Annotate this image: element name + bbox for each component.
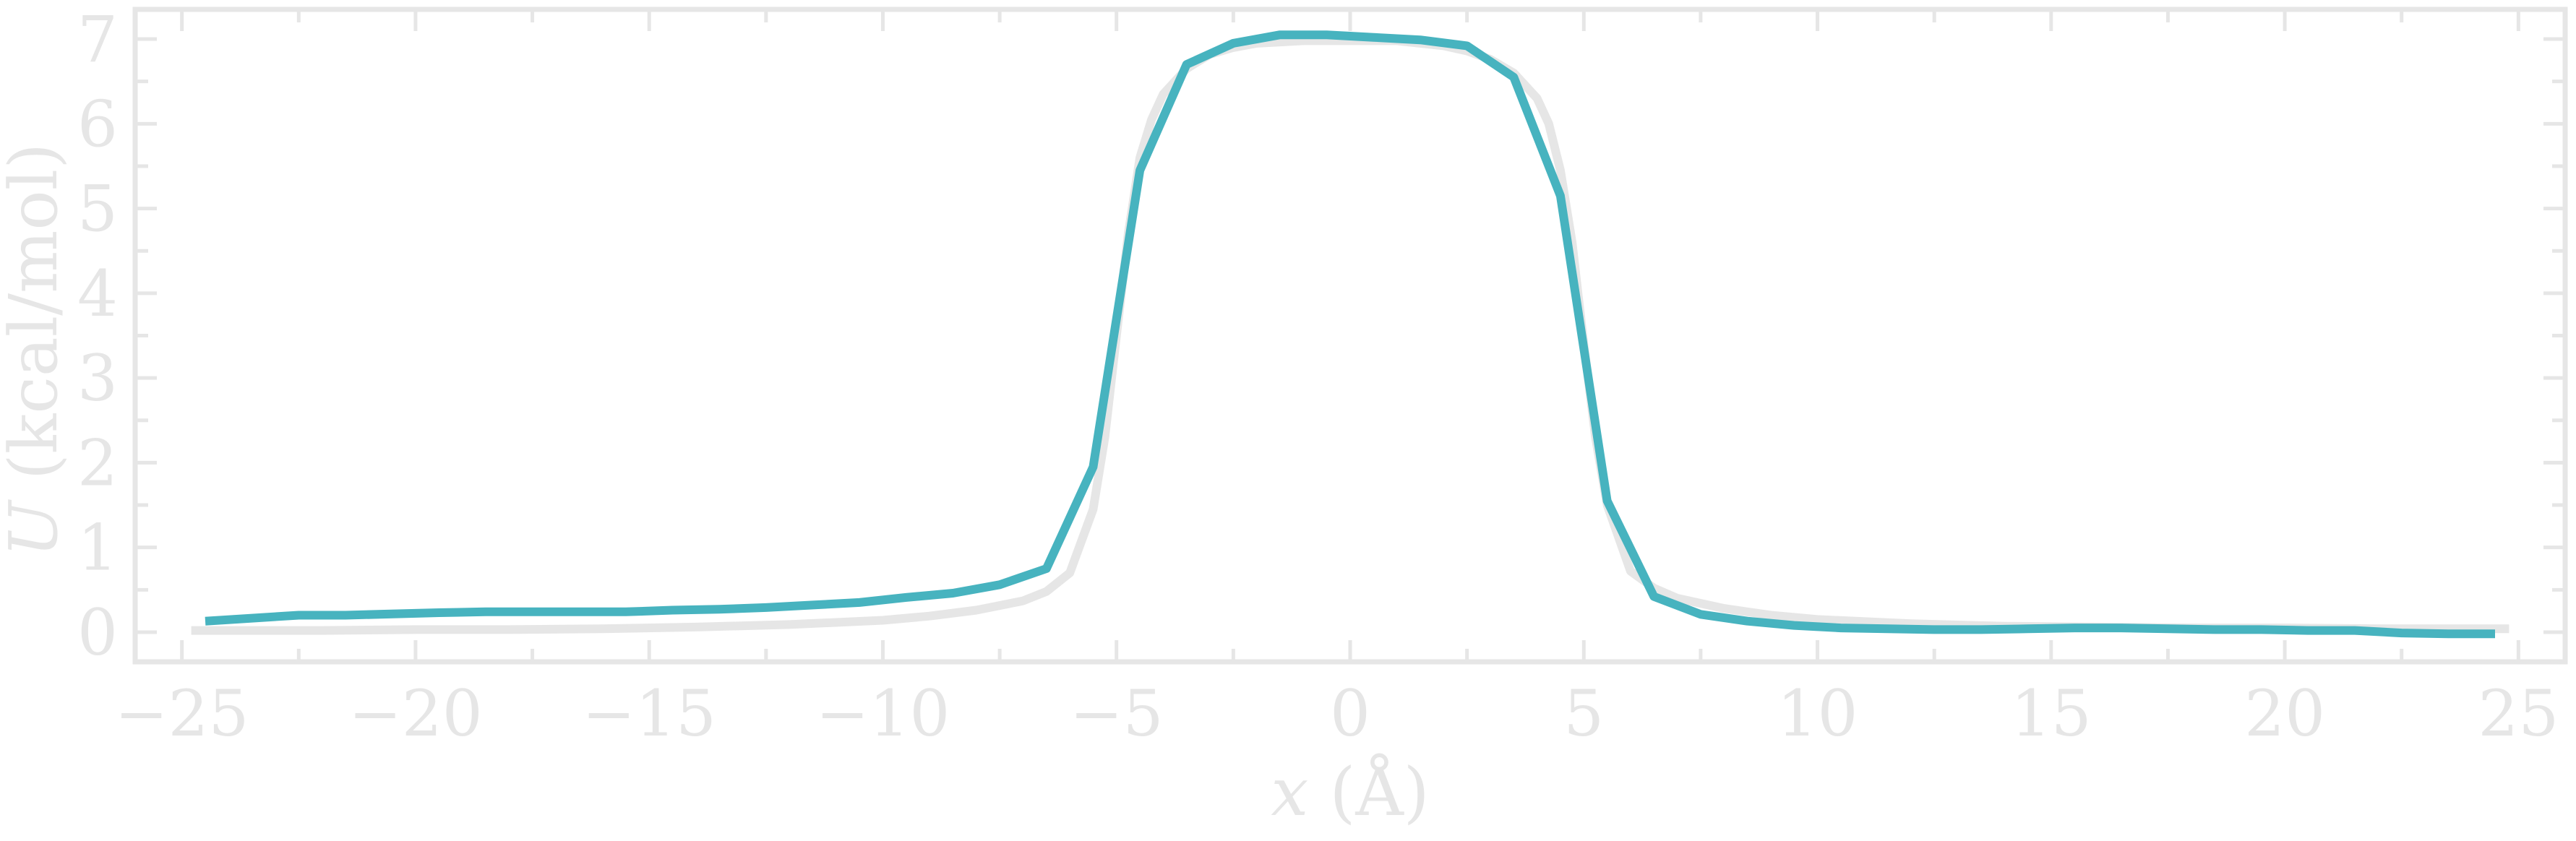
y-axis-label-unit: (kcal/mol) [0, 143, 72, 480]
x-tick-label: −25 [115, 676, 249, 751]
x-tick-label: −10 [816, 676, 950, 751]
x-tick-label: 20 [2244, 676, 2325, 751]
y-tick-label: 1 [77, 511, 118, 585]
y-tick-label: 5 [77, 172, 118, 246]
y-tick-label: 0 [77, 595, 118, 670]
x-tick-label: 10 [1777, 676, 1858, 751]
y-tick-label: 6 [77, 87, 118, 161]
y-tick-label: 7 [77, 2, 118, 77]
series-layer [191, 30, 2510, 639]
plot-frame [132, 7, 2568, 665]
x-axis-label: x (Å) [1271, 753, 1429, 831]
y-tick-labels: 0 1 2 3 4 5 6 7 [77, 2, 118, 670]
x-tick-label: 0 [1330, 676, 1370, 751]
x-tick-label: 15 [2011, 676, 2092, 751]
y-tick-label: 3 [77, 341, 118, 415]
y-tick-label: 2 [77, 426, 118, 500]
series-line-2 [191, 36, 2510, 635]
tick-layer [135, 9, 2565, 662]
y-axis-label: U (kcal/mol) [0, 143, 72, 557]
series-line-1 [205, 30, 2495, 639]
x-tick-label: −5 [1070, 676, 1164, 751]
x-tick-label: −15 [582, 676, 716, 751]
x-axis-label-unit: (Å) [1329, 753, 1429, 831]
x-tick-label: −20 [348, 676, 483, 751]
x-tick-label: 25 [2478, 676, 2559, 751]
x-tick-label: 5 [1563, 676, 1604, 751]
y-tick-label: 4 [77, 256, 118, 331]
x-axis-label-var: x [1271, 754, 1308, 831]
y-axis-label-var: U [0, 499, 72, 557]
x-tick-labels: −25 −20 −15 −10 −5 0 5 10 15 20 25 [115, 676, 2559, 751]
